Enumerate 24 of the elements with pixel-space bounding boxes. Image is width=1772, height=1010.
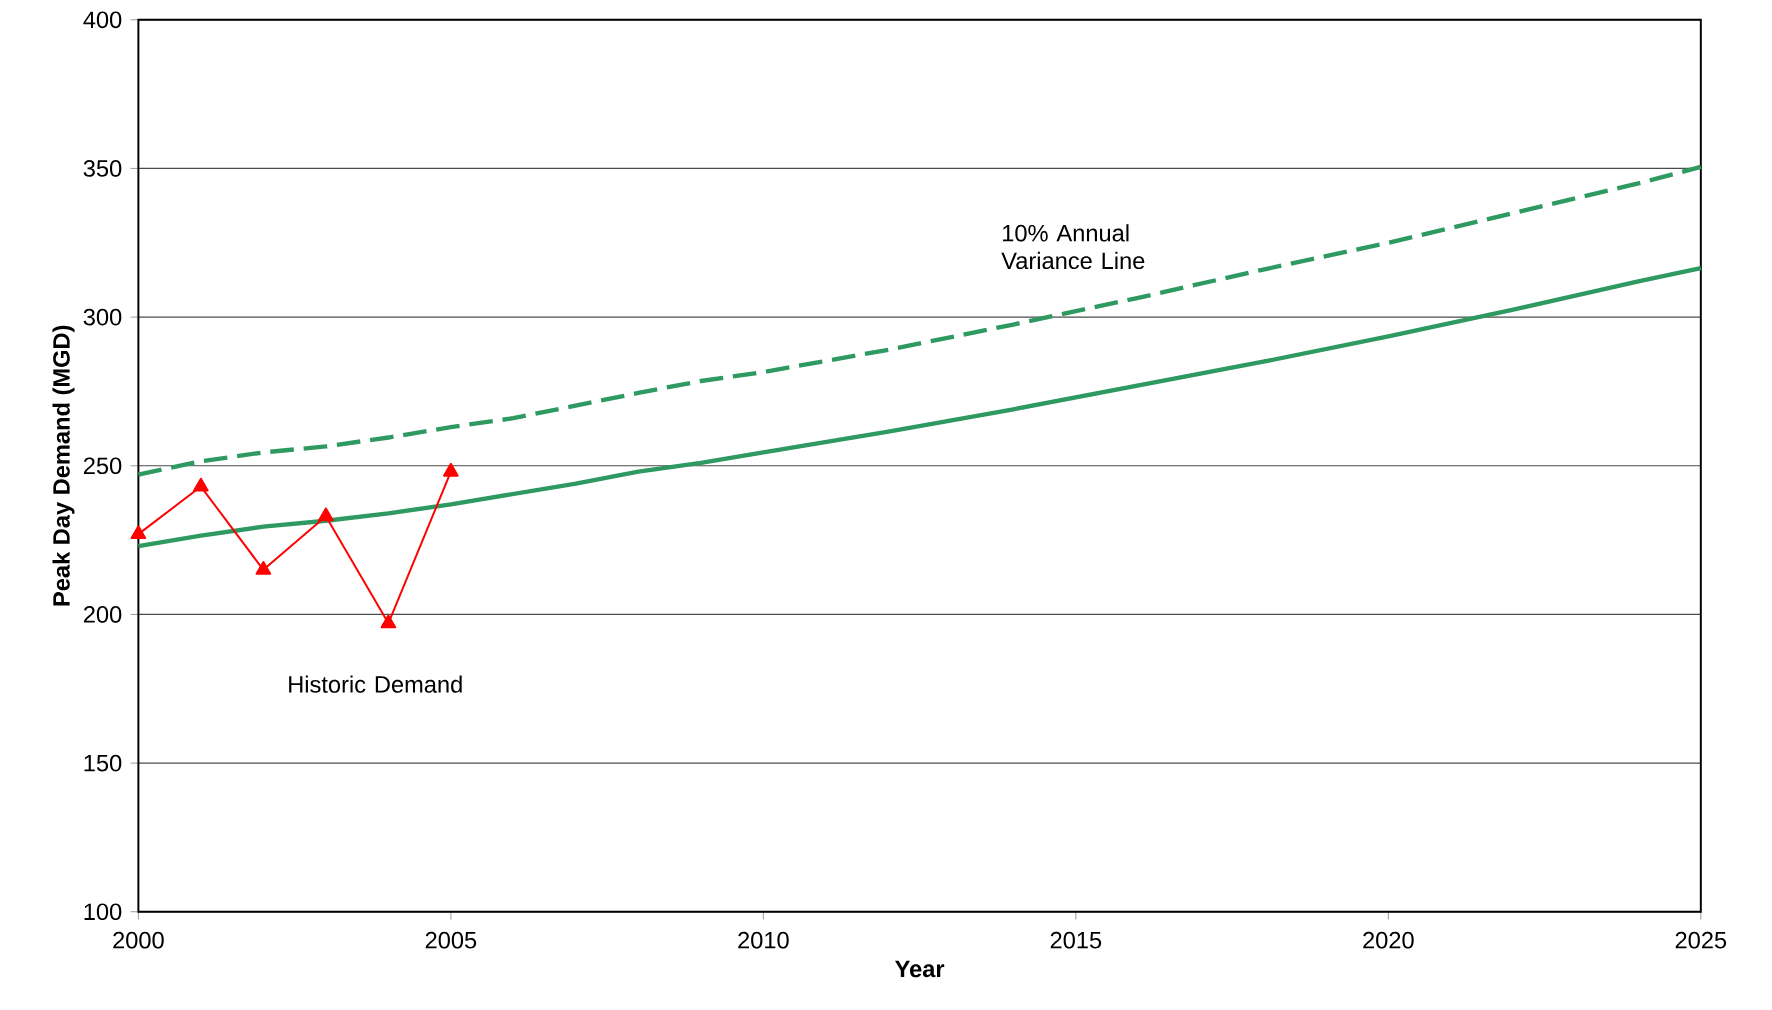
y-tick-label: 400 [83, 11, 122, 29]
point [380, 614, 397, 629]
x-tick-label: 2010 [738, 932, 789, 949]
x-tick-label: 2020 [1363, 932, 1414, 949]
point [318, 507, 334, 522]
y-tick-label: 350 [83, 160, 122, 177]
y-tick-label: 100 [84, 903, 122, 921]
line-series [136, 164, 1703, 478]
x-axis-title: Year [895, 960, 945, 978]
y-tick-label: 250 [83, 457, 122, 475]
y-axis-title: Peak Day Demand (MGD) [52, 325, 75, 606]
x-tick-label: 2015 [1050, 932, 1102, 949]
point [255, 561, 272, 575]
point [193, 477, 209, 492]
x-tick-label: 2005 [425, 932, 477, 949]
annotation: 10% Annual Variance Line [1001, 224, 1145, 270]
y-tick-label: 150 [84, 754, 122, 772]
point [130, 525, 147, 540]
y-tick-label: 300 [83, 308, 122, 326]
x-tick-label: 2000 [113, 932, 164, 949]
x-tick-label: 2025 [1675, 932, 1727, 949]
annotation: Historic Demand [289, 675, 462, 693]
y-tick-label: 200 [83, 606, 122, 623]
point [443, 463, 459, 477]
